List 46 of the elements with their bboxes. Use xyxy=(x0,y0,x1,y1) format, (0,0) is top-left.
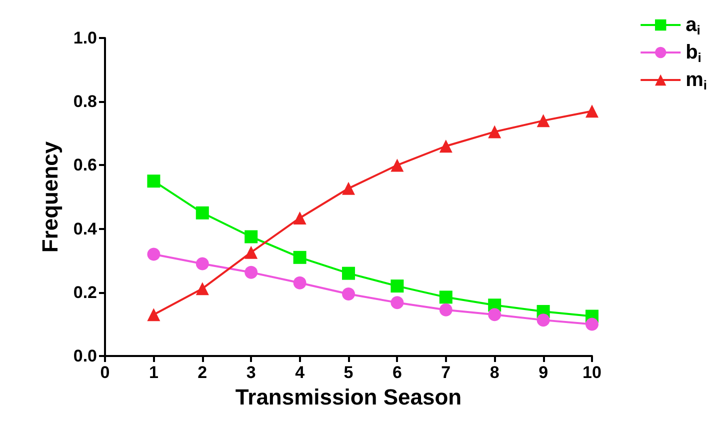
point xyxy=(390,296,404,310)
x-tick-label: 8 xyxy=(490,363,500,382)
point xyxy=(536,314,550,327)
x-tick-label: 2 xyxy=(198,363,208,382)
point xyxy=(293,211,306,224)
x-tick-label: 9 xyxy=(538,363,548,382)
point xyxy=(342,287,355,300)
point xyxy=(586,104,598,118)
point xyxy=(196,282,209,296)
point xyxy=(488,125,502,138)
point xyxy=(342,182,355,195)
point xyxy=(244,266,258,279)
y-tick-label: 0.6 xyxy=(73,156,97,175)
point xyxy=(586,318,598,331)
x-tick-label: 5 xyxy=(344,363,354,382)
point xyxy=(196,206,209,220)
x-tick-label: 1 xyxy=(148,363,158,382)
y-tick-label: 1.0 xyxy=(73,28,97,48)
point xyxy=(390,280,404,293)
x-tick-label: 6 xyxy=(392,363,402,382)
point xyxy=(488,308,502,322)
y-tick-label: 0.8 xyxy=(73,92,97,112)
point xyxy=(196,257,209,270)
point xyxy=(293,276,306,290)
point xyxy=(244,230,258,244)
point xyxy=(147,174,160,188)
x-tick-label: 3 xyxy=(246,363,256,382)
point xyxy=(536,114,550,128)
x-axis-title: Transmission Season xyxy=(235,384,462,410)
point xyxy=(439,140,452,153)
x-tick-label: 4 xyxy=(295,363,306,382)
point xyxy=(390,158,404,172)
y-tick-label: 0.2 xyxy=(73,282,97,302)
y-axis-title: Frequency xyxy=(38,140,62,253)
point xyxy=(147,308,160,322)
point xyxy=(439,303,452,316)
point xyxy=(342,266,355,280)
y-tick-label: 0.4 xyxy=(73,219,98,238)
point xyxy=(293,250,306,264)
y-tick-label: 0.0 xyxy=(73,346,97,366)
x-tick-label: 7 xyxy=(441,363,451,382)
x-tick-label: 10 xyxy=(582,363,602,382)
x-tick-label: 0 xyxy=(100,363,110,382)
point xyxy=(244,246,258,259)
point xyxy=(439,290,452,304)
point xyxy=(147,248,160,261)
